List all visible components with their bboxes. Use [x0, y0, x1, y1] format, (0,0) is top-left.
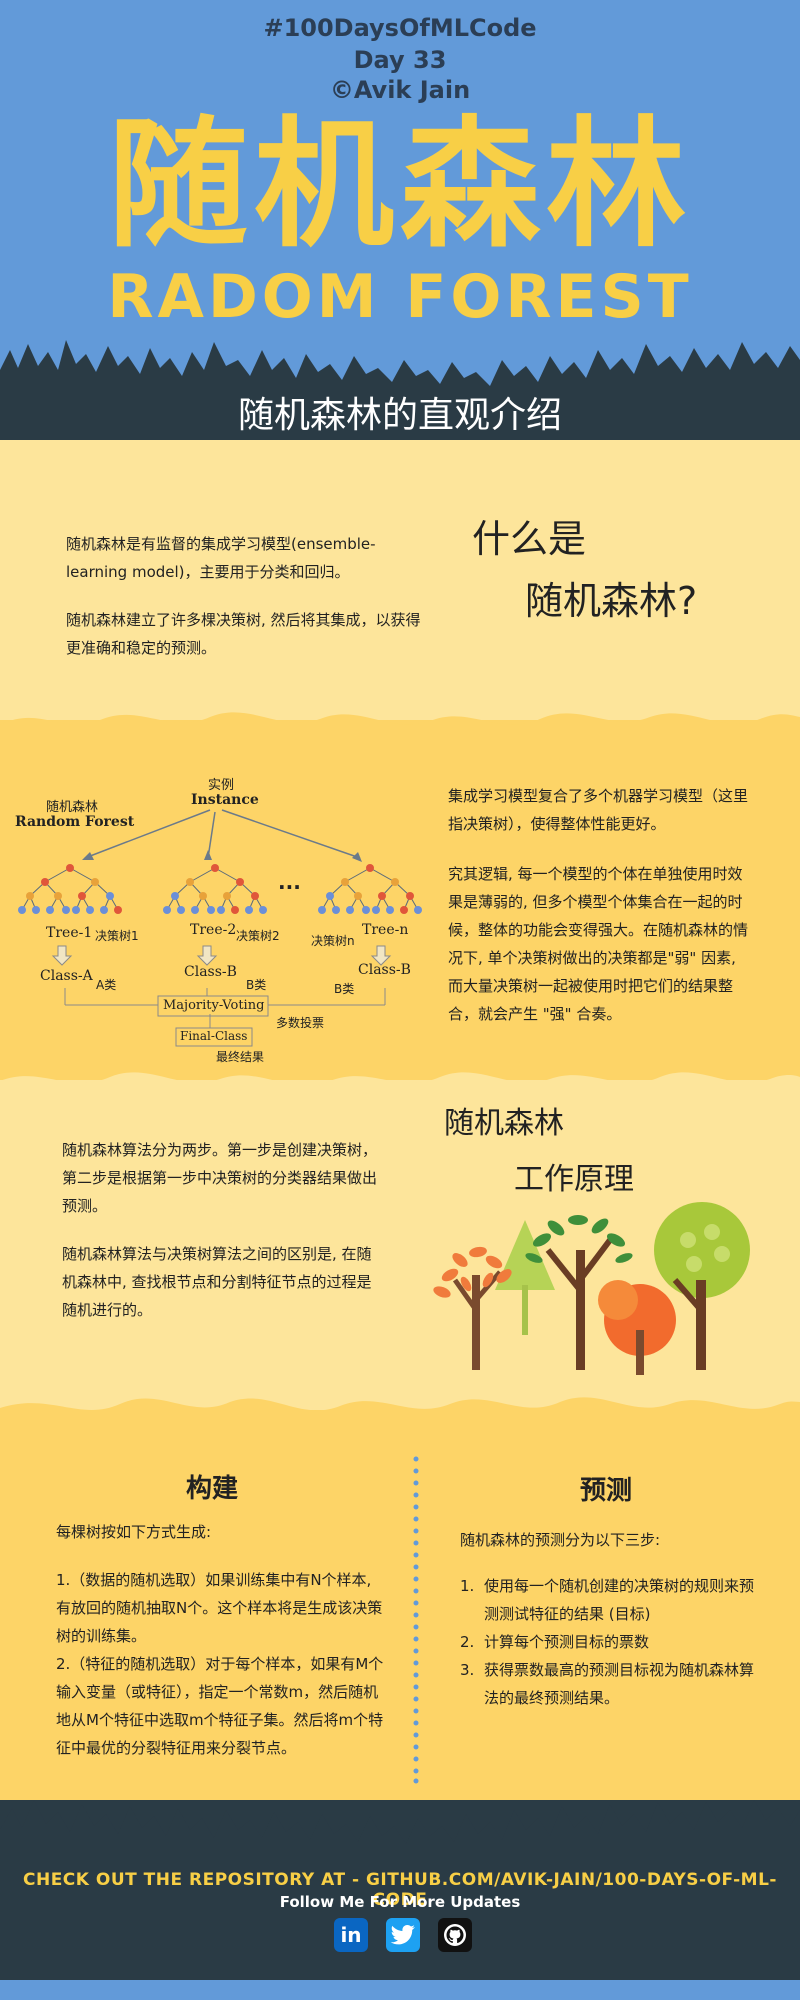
how-heading-line2: 工作原理 [514, 1162, 634, 1197]
repository-link[interactable]: CHECK OUT THE REPOSITORY AT - GITHUB.COM… [22, 1870, 777, 1910]
linkedin-icon[interactable]: in [334, 1918, 368, 1952]
predict-step-3: 3. 获得票数最高的预测目标视为随机森林算法的最终预测结果。 [460, 1661, 755, 1707]
tree-n-label-cn: 决策树n [311, 934, 355, 948]
title-english: RADOM FOREST [107, 262, 693, 332]
predict-intro: 随机森林的预测分为以下三步: [460, 1531, 661, 1549]
what-is-heading-line1: 什么是 [472, 517, 587, 561]
tree-2-class-cn: B类 [246, 978, 267, 992]
green-tree-icon [525, 1215, 633, 1370]
build-intro: 每棵树按如下方式生成: [56, 1523, 212, 1541]
hashtag-text: #100DaysOfMLCode [263, 14, 537, 42]
intro-paragraph-1: 随机森林是有监督的集成学习模型(ensemble-learning model)… [66, 535, 376, 581]
diagram-label-en: Random Forest [15, 814, 135, 830]
ensemble-paragraph-2: 究其逻辑, 每一个模型的个体在单独使用时效果是薄弱的, 但多个模型个体集合在一起… [448, 865, 749, 1023]
majority-voting-label: Majority-Voting [163, 998, 265, 1013]
title-chinese: 随机森林 [107, 104, 692, 267]
predict-steps-list: 1. 使用每一个随机创建的决策树的规则来预测测试特征的结果 (目标) 2. 计算… [460, 1572, 760, 1712]
diagram-label-cn: 随机森林 [46, 800, 99, 815]
bottom-strip [0, 1980, 800, 2000]
dotted-divider [413, 1456, 419, 1784]
final-class-cn: 最终结果 [216, 1050, 265, 1064]
down-arrows [51, 945, 392, 966]
majority-voting-cn: 多数投票 [276, 1016, 325, 1030]
tree-2-graphic [163, 864, 267, 914]
github-octocat-icon [444, 1924, 466, 1946]
tree-2-class: Class-B [184, 964, 237, 980]
wave-divider-2 [0, 1072, 800, 1115]
tree-1-graphic [18, 864, 122, 914]
wave-divider-1 [0, 712, 800, 755]
tree-1-label: Tree-1 [46, 925, 93, 941]
ensemble-paragraph-1: 集成学习模型复合了多个机器学习模型（这里指决策树），使得整体性能更好。 [448, 787, 749, 833]
build-title: 构建 [186, 1474, 239, 1504]
forest-silhouette-top [0, 340, 800, 440]
tree-2-label: Tree-2 [190, 922, 237, 938]
github-icon[interactable] [438, 1918, 472, 1952]
predict-title: 预测 [580, 1476, 633, 1506]
final-class-label: Final-Class [180, 1029, 248, 1043]
lime-round-tree-icon [654, 1202, 750, 1370]
section-what-is [0, 440, 800, 720]
orange-tree-left-icon [433, 1246, 512, 1370]
predict-step-2: 2. 计算每个预测目标的票数 [460, 1633, 650, 1651]
how-heading-line1: 随机森林 [444, 1106, 564, 1141]
follow-text: Follow Me For More Updates [279, 1893, 521, 1911]
tree-n-graphic [318, 864, 422, 914]
how-paragraph-2: 随机森林算法与决策树算法之间的区别是, 在随机森林中, 查找根节点和分割特征节点… [62, 1245, 372, 1319]
section-build-predict [0, 1410, 800, 1810]
orange-round-tree-icon [598, 1280, 676, 1375]
tree-2-label-cn: 决策树2 [236, 929, 280, 943]
tree-1-class-cn: A类 [96, 978, 117, 992]
twitter-icon[interactable] [386, 1918, 420, 1952]
author-text: ©Avik Jain [329, 76, 471, 104]
diagram-instance-cn: 实例 [208, 778, 235, 793]
tree-n-class-cn: B类 [334, 982, 355, 996]
intro-paragraph-2: 随机森林建立了许多棵决策树, 然后将其集成，以获得更准确和稳定的预测。 [66, 611, 421, 657]
tree-1-label-cn: 决策树1 [95, 929, 139, 943]
how-paragraph-1: 随机森林算法分为两步。第一步是创建决策树，第二步是根据第一步中决策树的分类器结果… [62, 1141, 378, 1215]
subtitle-text: 随机森林的直观介绍 [237, 395, 562, 436]
tree-n-label: Tree-n [362, 922, 409, 938]
tree-1-class: Class-A [40, 968, 93, 984]
forest-silhouette-bottom [0, 1800, 800, 1860]
tree-n-class: Class-B [358, 962, 411, 978]
twitter-bird-icon [390, 1925, 415, 1945]
diagram-ellipsis: ... [278, 870, 301, 894]
random-forest-diagram [18, 809, 422, 1047]
what-is-heading-line2: 随机森林? [525, 579, 698, 623]
predict-step-1: 1. 使用每一个随机创建的决策树的规则来预测测试特征的结果 (目标) [460, 1577, 755, 1623]
build-step-1: 1.（数据的随机选取）如果训练集中有N个样本, 有放回的随机抽取N个。这个样本将… [56, 1571, 383, 1645]
day-text: Day 33 [353, 46, 447, 74]
build-step-2: 2.（特征的随机选取）对于每个样本，如果有M个输入变量（或特征），指定一个常数m… [56, 1655, 384, 1757]
wave-divider-3 [0, 1397, 800, 1440]
section-ensemble [0, 720, 800, 1080]
diagram-instance-en: Instance [191, 792, 259, 808]
trees-illustration [433, 1202, 750, 1375]
